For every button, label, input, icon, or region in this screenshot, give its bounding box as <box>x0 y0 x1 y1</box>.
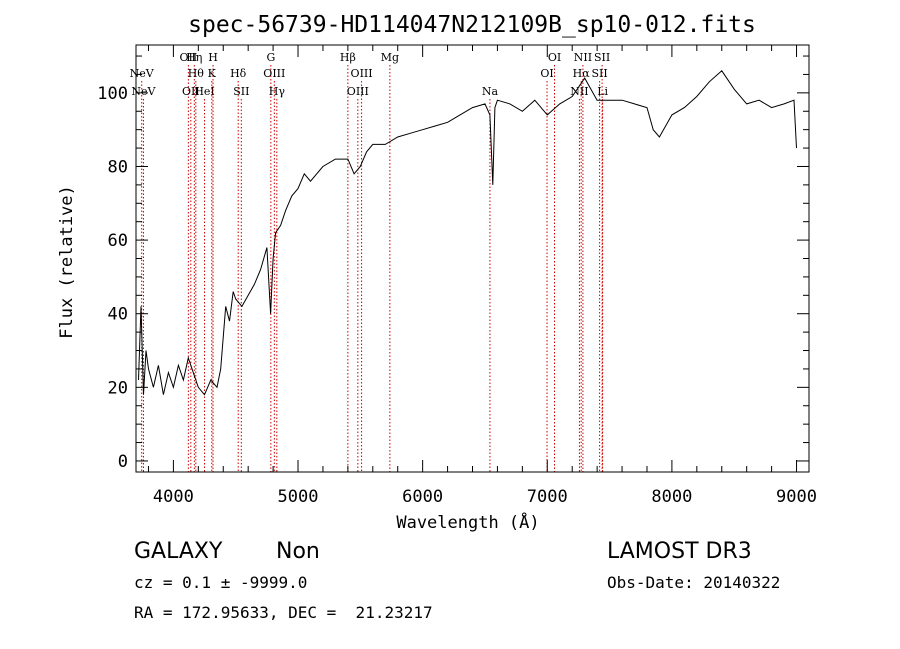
line-marker-label: Hδ <box>230 67 247 80</box>
x-tick-label: 4000 <box>153 487 194 507</box>
line-marker-label: G <box>266 51 275 64</box>
line-marker-label: SII <box>594 51 610 64</box>
axis-ticks: 4000 5000 6000 7000 8000 9000 0 20 40 60 80 100 <box>97 45 817 507</box>
x-tick-label: 5000 <box>278 487 319 507</box>
line-marker-label: Hα <box>573 67 591 80</box>
line-marker-label: OII <box>179 51 197 64</box>
line-marker-label: OII <box>182 85 200 98</box>
y-tick-label: 20 <box>108 378 128 398</box>
chart-title: spec-56739-HD114047N212109B_sp10-012.fit… <box>188 12 756 38</box>
line-marker-label: NII <box>574 51 592 64</box>
line-marker-label: NeV <box>131 85 156 98</box>
x-tick-label: 7000 <box>527 487 568 507</box>
plot-frame <box>135 44 810 473</box>
x-tick-label: 8000 <box>651 487 692 507</box>
x-tick-label: 9000 <box>776 487 817 507</box>
line-marker-label: HeI <box>194 85 214 98</box>
redshift-text: cz = 0.1 ± -9999.0 <box>134 573 308 592</box>
y-tick-label: 40 <box>108 305 128 325</box>
y-tick-label: 60 <box>108 231 128 251</box>
line-marker-label: OI <box>548 51 561 64</box>
line-marker-label: NeV <box>130 67 155 80</box>
x-axis-label: Wavelength (Å) <box>396 511 539 533</box>
object-subclass: Non <box>276 539 320 564</box>
line-marker-label: OIII <box>263 67 285 80</box>
coordinates: RA = 172.95633, DEC = 21.23217 <box>134 603 433 622</box>
line-marker-label: Hθ <box>188 67 205 80</box>
line-marker-label: OI <box>540 67 553 80</box>
survey-label: LAMOST DR3 <box>607 539 752 564</box>
line-marker-label: H <box>208 51 218 64</box>
line-marker-label: NII <box>570 85 588 98</box>
y-tick-label: 100 <box>97 84 128 104</box>
line-marker-label: Mg <box>381 51 399 64</box>
line-marker-label: Hη <box>186 51 202 64</box>
line-marker-label: Hγ <box>269 85 286 98</box>
y-tick-label: 80 <box>108 157 128 177</box>
line-marker-label: Hβ <box>340 51 356 64</box>
obs-date: Obs-Date: 20140322 <box>607 573 781 592</box>
y-axis-label: Flux (relative) <box>57 185 77 339</box>
spectrum-line <box>138 70 797 396</box>
line-marker-label: SII <box>592 67 608 80</box>
line-marker-label: Na <box>482 85 499 98</box>
x-tick-label: 6000 <box>402 487 443 507</box>
line-marker-label: OIII <box>347 85 369 98</box>
line-marker-label: Li <box>597 85 608 98</box>
line-marker-label: OIII <box>351 67 373 80</box>
line-marker-label: SII <box>233 85 249 98</box>
object-class: GALAXY <box>134 539 223 564</box>
line-marker-label: K <box>208 67 217 80</box>
y-tick-label: 0 <box>118 452 128 472</box>
